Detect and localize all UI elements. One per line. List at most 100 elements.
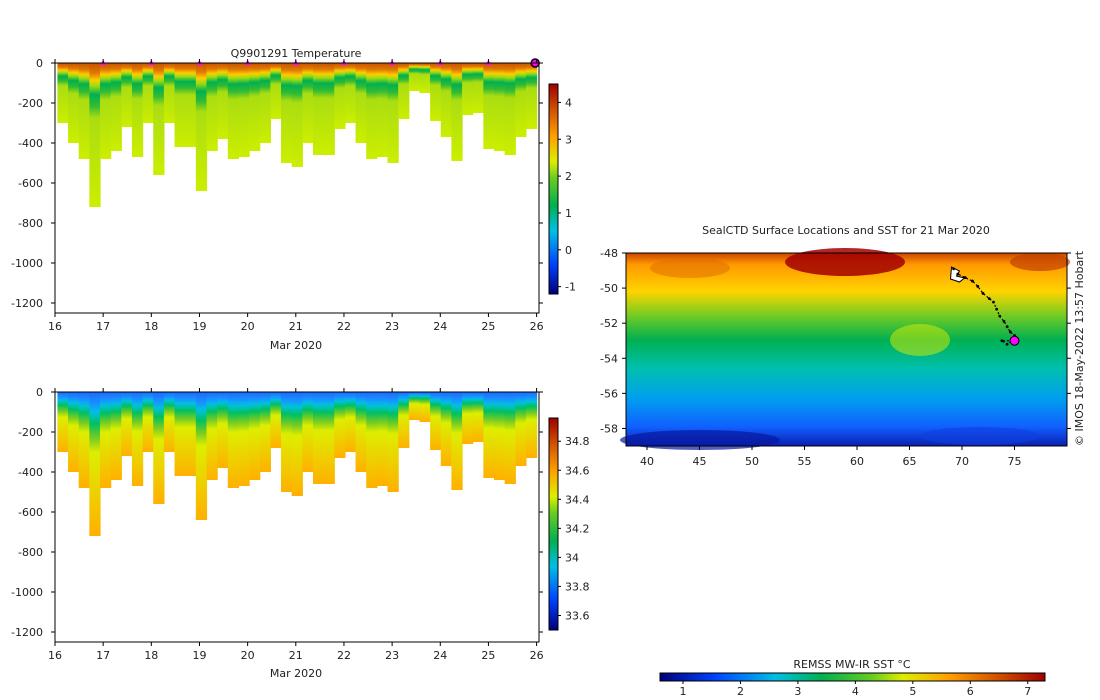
sst-field	[626, 253, 1067, 446]
y-tick-label: -600	[18, 506, 43, 519]
track-point	[971, 279, 974, 283]
dive-profile	[376, 392, 389, 486]
salinity-y-ticks: 0 -200 -400 -600 -800 -1000 -1200	[11, 386, 543, 639]
temperature-title: Q9901291 Temperature	[231, 47, 362, 60]
y-tick-label: -1200	[11, 297, 43, 310]
x-tick-label: 17	[96, 320, 110, 333]
dive-profile	[525, 392, 538, 458]
dive-profile	[174, 392, 186, 476]
dive-profile	[227, 392, 240, 488]
dive-profile	[238, 63, 250, 157]
dive-profile	[440, 63, 453, 137]
y-tick-label: -56	[600, 387, 618, 400]
salinity-colorbar	[549, 418, 558, 630]
dive-profile	[217, 63, 229, 139]
x-tick-label: 24	[433, 649, 447, 662]
temperature-panel: Q9901291 Temperature 16 17 18 19 20 21 22 23 24 2…	[11, 47, 576, 352]
y-tick-label: -1000	[11, 257, 43, 270]
x-tick-label: 65	[903, 455, 917, 468]
dive-profile	[408, 63, 421, 91]
colorbar-tick-label: 34.4	[565, 493, 590, 506]
x-tick-label: 50	[745, 455, 759, 468]
warm-patch	[650, 258, 730, 278]
dive-profile	[57, 392, 69, 452]
x-tick-label: 22	[337, 649, 351, 662]
x-tick-label: 21	[289, 649, 303, 662]
dive-profile	[270, 392, 282, 448]
temperature-colorbar-ticks: 4 3 2 1 0 -1	[558, 96, 576, 294]
dive-profile	[185, 392, 197, 476]
dive-profile	[89, 63, 101, 207]
dive-profile	[89, 392, 101, 536]
salinity-x-label: Mar 2020	[270, 667, 322, 680]
x-tick-label: 70	[955, 455, 969, 468]
track-point	[956, 272, 960, 276]
temperature-x-label: Mar 2020	[270, 339, 322, 352]
dive-profile	[100, 63, 112, 159]
colorbar-tick-label: 1	[565, 207, 572, 220]
y-tick-label: 0	[36, 386, 43, 399]
y-tick-label: -48	[600, 247, 618, 260]
x-tick-label: 19	[192, 649, 206, 662]
colorbar-tick-label: 5	[909, 685, 916, 698]
track-point	[963, 276, 967, 279]
dive-profile	[131, 63, 144, 157]
dive-profile	[462, 392, 474, 444]
dive-profile	[163, 63, 176, 123]
dive-profile	[483, 63, 495, 149]
y-tick-label: 0	[36, 57, 43, 70]
x-tick-label: 45	[693, 455, 707, 468]
temperature-plot-frame	[54, 62, 540, 314]
dive-profile	[504, 392, 516, 484]
temperature-profiles	[57, 63, 538, 207]
y-tick-label: -800	[18, 546, 43, 559]
dive-profile	[504, 63, 516, 155]
y-tick-label: -400	[18, 466, 43, 479]
colorbar-tick-label: 2	[737, 685, 744, 698]
y-tick-label: -58	[600, 422, 618, 435]
x-tick-label: 40	[640, 455, 654, 468]
salinity-colorbar-frame	[548, 417, 559, 631]
x-tick-label: 18	[144, 649, 158, 662]
colorbar-tick-label: 1	[679, 685, 686, 698]
dive-profile	[281, 392, 293, 492]
last-position-marker	[1009, 335, 1020, 346]
x-tick-label: 26	[530, 649, 544, 662]
temperature-colorbar-frame	[548, 83, 559, 295]
x-tick-label: 25	[481, 649, 495, 662]
track-point	[1002, 320, 1006, 323]
x-tick-label: 20	[241, 649, 255, 662]
dive-profile	[100, 392, 112, 488]
cold-patch	[620, 430, 780, 450]
dive-profile	[185, 63, 197, 147]
colorbar-tick-label: 6	[967, 685, 974, 698]
x-tick-label: 60	[850, 455, 864, 468]
dive-profile	[334, 392, 346, 458]
map-x-ticks: 40 45 50 55 60 65 70 75	[640, 446, 1022, 468]
x-tick-label: 23	[385, 649, 399, 662]
dive-profile	[259, 392, 271, 472]
track-point	[995, 307, 999, 311]
y-tick-label: -52	[600, 317, 618, 330]
dive-profile	[525, 63, 538, 129]
salinity-colorbar-ticks: 34.8 34.6 34.4 34.2 34 33.8 33.6	[558, 435, 590, 622]
dive-profile	[227, 63, 240, 159]
sst-map-panel: SealCTD Surface Locations and SST for 21…	[600, 224, 1086, 698]
dive-profile	[462, 63, 474, 115]
dive-profile	[344, 63, 357, 123]
colorbar-tick-label: 33.8	[565, 580, 590, 593]
dive-profile	[376, 63, 389, 157]
x-tick-label: 19	[192, 320, 206, 333]
track-point	[1000, 339, 1004, 343]
dive-profile	[206, 392, 218, 480]
dive-profile	[472, 63, 484, 113]
x-tick-label: 21	[289, 320, 303, 333]
dive-profile	[451, 392, 463, 490]
map-frame	[625, 252, 1068, 447]
dive-profile	[174, 63, 186, 147]
y-tick-label: -800	[18, 217, 43, 230]
x-tick-label: 23	[385, 320, 399, 333]
track-point	[998, 314, 1002, 318]
dive-profile	[281, 63, 293, 163]
